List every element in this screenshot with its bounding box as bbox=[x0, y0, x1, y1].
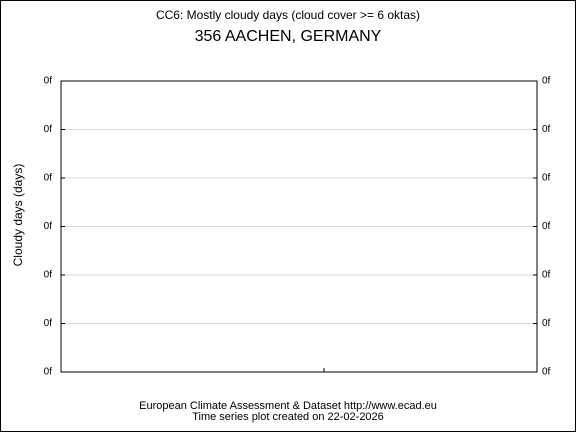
y-axis-label: Cloudy days (days) bbox=[11, 164, 25, 267]
y-tick-label: 0f bbox=[44, 221, 53, 232]
chart-title: CC6: Mostly cloudy days (cloud cover >= … bbox=[156, 8, 420, 22]
y-tick-label: 0f bbox=[44, 173, 53, 184]
y-tick-label: 0f bbox=[44, 270, 53, 281]
y2-tick-label: 0f bbox=[542, 124, 551, 135]
y2-tick-label: 0f bbox=[542, 76, 551, 87]
grid bbox=[61, 129, 537, 324]
y2-tick-label: 0f bbox=[542, 173, 551, 184]
y2-tick-label: 0f bbox=[542, 318, 551, 329]
y2-tick-label: 0f bbox=[542, 270, 551, 281]
footer: European Climate Assessment & Dataset ht… bbox=[139, 400, 437, 412]
y2-tick-label: 0f bbox=[542, 221, 551, 232]
y2-tick-label: 0f bbox=[542, 367, 551, 378]
chart-subtitle: 356 AACHEN, GERMANY bbox=[195, 28, 382, 45]
footer: Time series plot created on 22-02-2026 bbox=[192, 411, 384, 423]
y-tick-label: 0f bbox=[44, 367, 53, 378]
y-tick-label: 0f bbox=[44, 318, 53, 329]
y-tick-label: 0f bbox=[44, 124, 53, 135]
y-tick-label: 0f bbox=[44, 76, 53, 87]
